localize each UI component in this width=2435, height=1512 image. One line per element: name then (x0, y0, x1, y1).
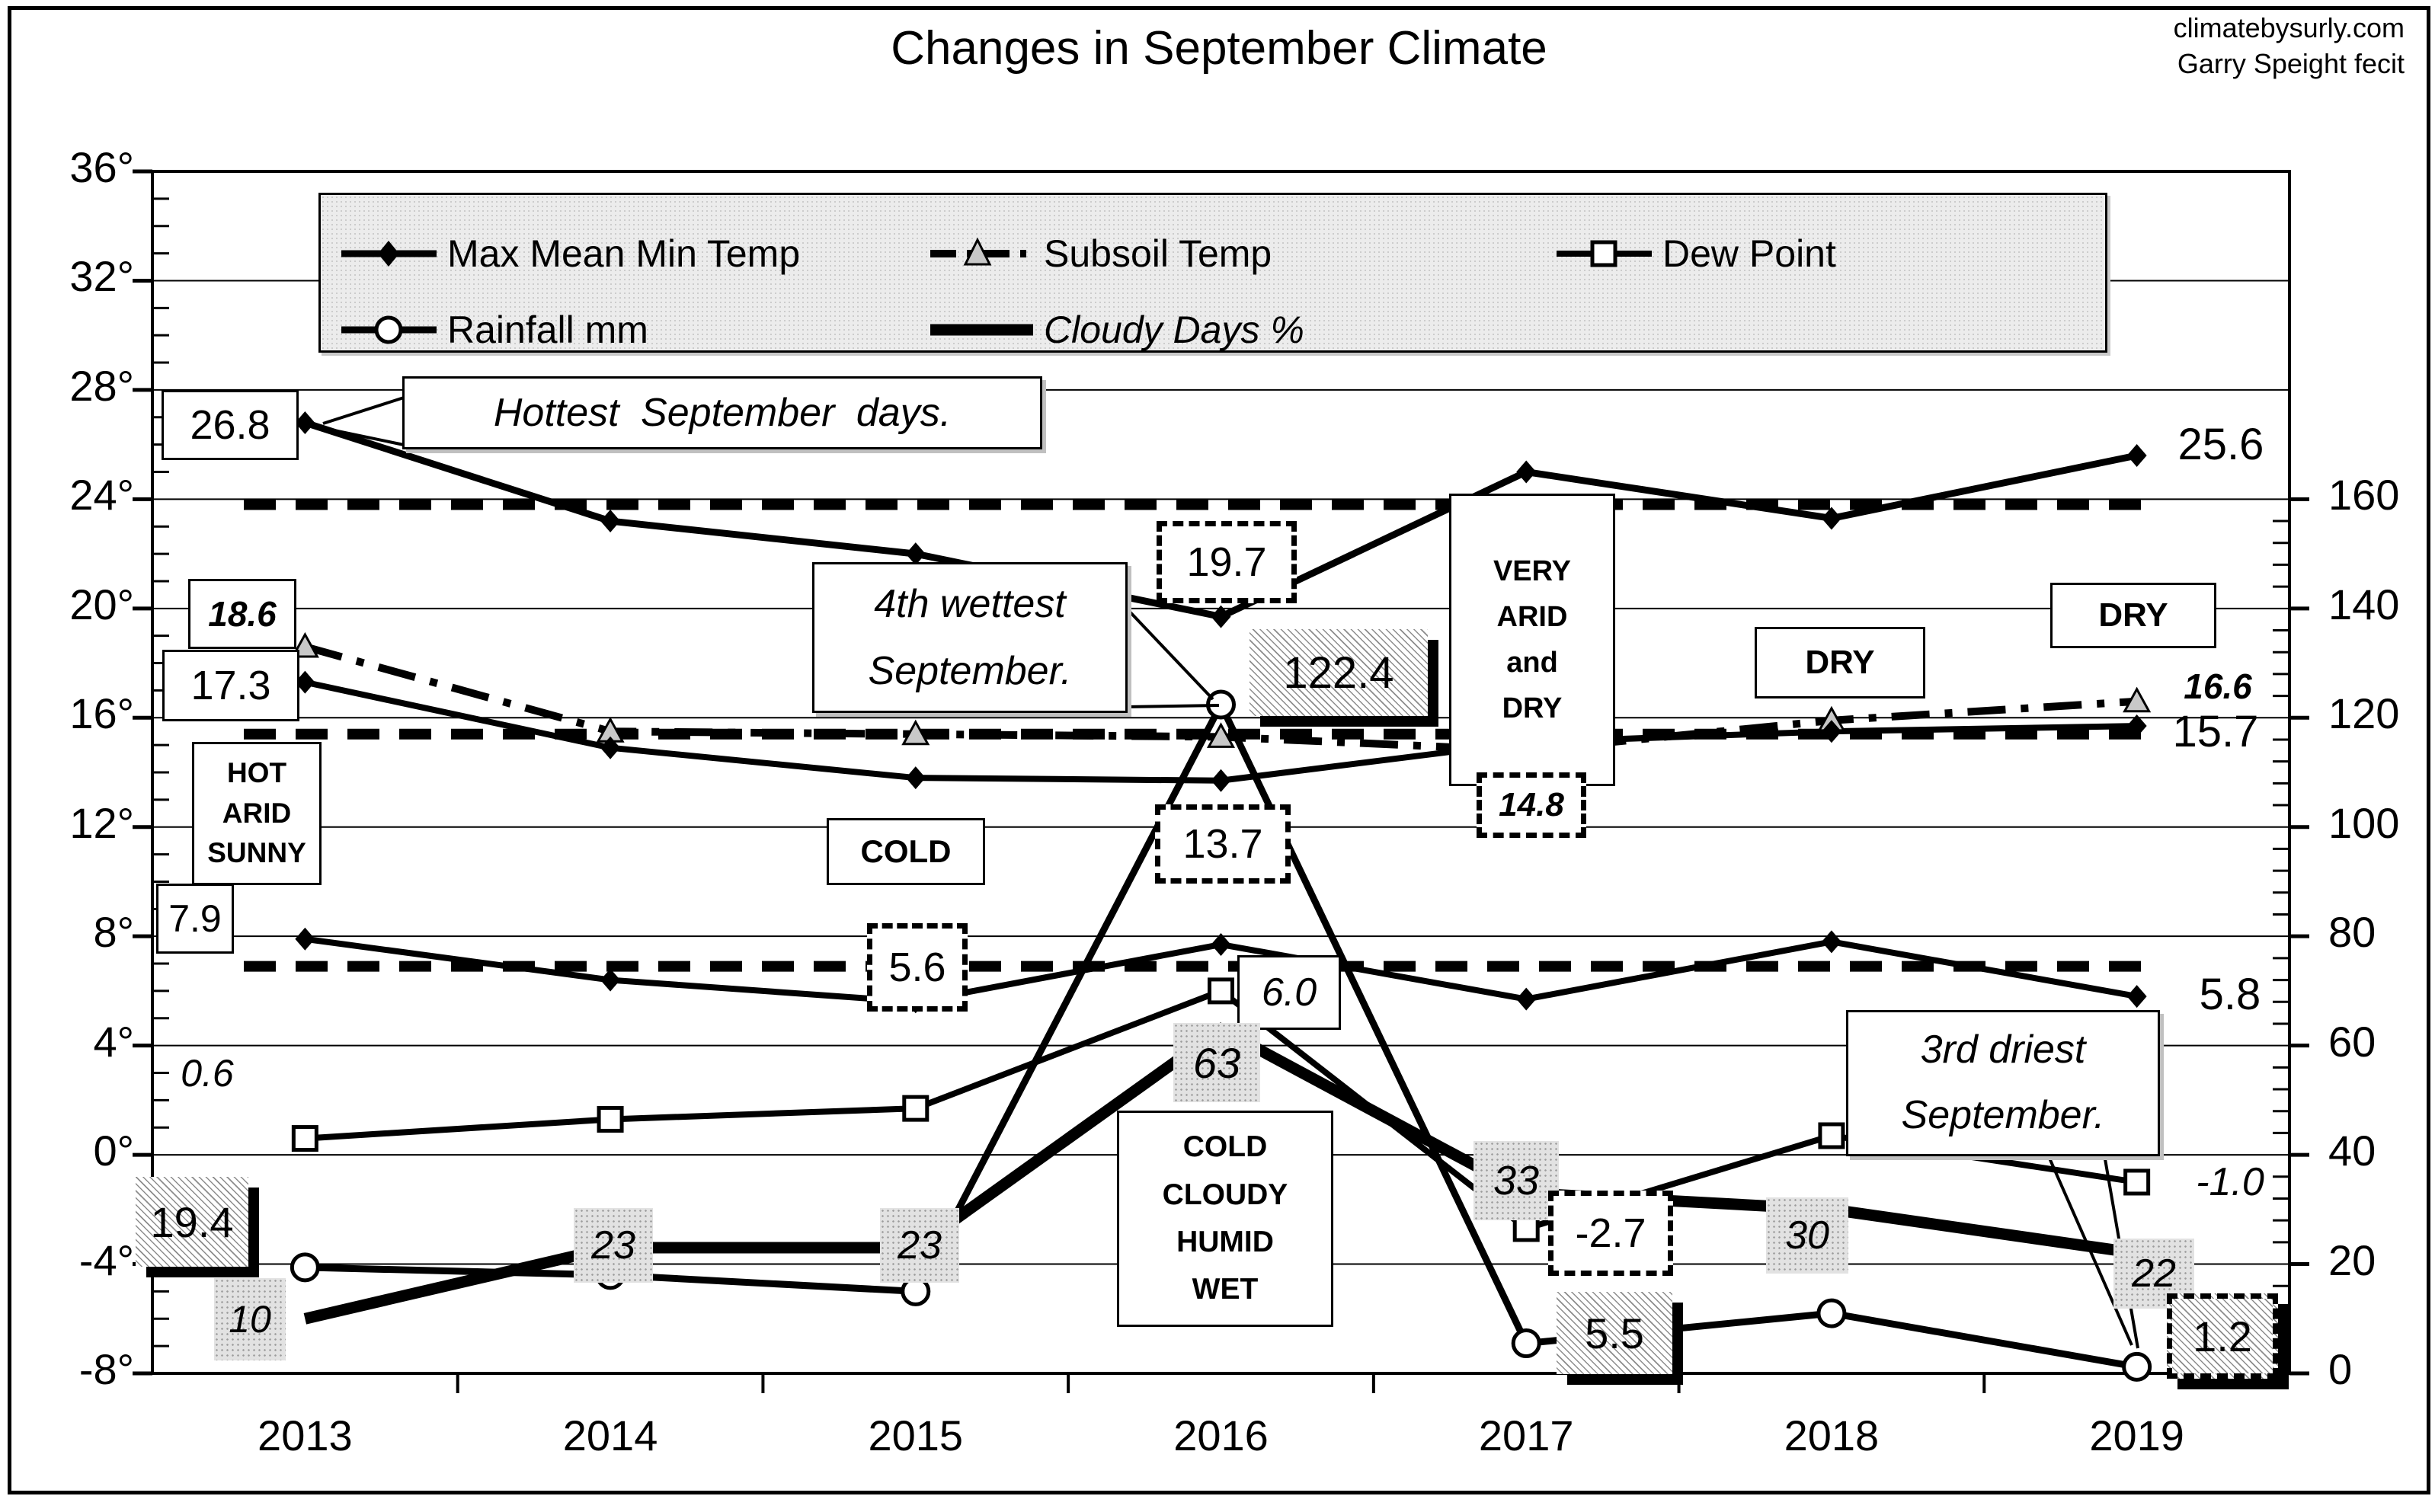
x-axis-year-label: 2017 (1478, 1411, 1574, 1459)
annotation-min-2013: 7.9 (156, 884, 234, 954)
left-axis-tick-label: 0° (93, 1127, 134, 1175)
callout-4th-wettest: 4th wettest September. (812, 562, 1128, 713)
x-axis-year-label: 2013 (258, 1411, 353, 1459)
legend-item-subsoil-temp: Subsoil Temp (930, 231, 1272, 277)
annotation-cloudy-2013: 10 (214, 1278, 286, 1360)
annotation-subsoil-2019: 16.6 (2184, 666, 2252, 706)
legend-item-rainfall: Rainfall mm (341, 307, 648, 353)
annotation-subsoil-2013: 18.6 (188, 579, 296, 649)
triangle-dashdot-line-icon (930, 237, 1033, 266)
annotation-rainfall-2013: 19.4 (136, 1177, 248, 1267)
annotation-mean-2016: 13.7 (1155, 804, 1291, 884)
right-axis-tick-label: 40 (2328, 1127, 2376, 1175)
page-title: Changes in September Climate (891, 22, 1547, 75)
annotation-subsoil-2017: 14.8 (1477, 772, 1586, 838)
right-axis-tick-label: 0 (2328, 1345, 2353, 1393)
left-axis-tick-label: 8° (93, 908, 134, 957)
legend-item-dew-point: Dew Point (1557, 231, 1836, 277)
annotation-very-arid-dry: VERY ARID and DRY (1449, 494, 1615, 786)
annotation-rainfall-2016: 122.4 (1249, 629, 1428, 716)
annotation-mean-2013: 17.3 (162, 650, 299, 721)
x-axis-year-label: 2019 (2089, 1411, 2184, 1459)
left-axis-tick-label: 24° (69, 471, 134, 519)
left-axis-tick-label: 20° (69, 580, 134, 628)
annotation-cloudy-2016: 63 (1173, 1023, 1260, 1102)
callout-hottest-september: Hottest September days. (402, 376, 1042, 449)
left-axis-tick-label: 28° (69, 361, 134, 410)
credit: climatebysurly.com Garry Speight fecit (2174, 11, 2405, 82)
legend-item-max-mean-min-temp: Max Mean Min Temp (341, 231, 800, 277)
annotation-cold: COLD (827, 818, 985, 885)
legend-item-cloudy-days: Cloudy Days % (930, 307, 1304, 353)
legend-label: Rainfall mm (447, 308, 648, 351)
annotation-cloudy-2014: 23 (574, 1208, 653, 1283)
callout-3rd-driest: 3rd driest September. (1846, 1010, 2160, 1156)
x-axis-year-label: 2015 (868, 1411, 964, 1459)
left-axis-tick-label: 12° (69, 798, 134, 847)
annotation-dry-2018: DRY (1755, 627, 1925, 698)
legend-label: Cloudy Days % (1044, 308, 1304, 351)
legend-label: Subsoil Temp (1044, 232, 1272, 275)
annotation-max-2019: 25.6 (2177, 419, 2264, 469)
left-axis-tick-label: 36° (69, 143, 134, 191)
annotation-dew-2019: -1.0 (2196, 1160, 2264, 1204)
left-axis-tick-label: 32° (69, 252, 134, 301)
x-axis-year-label: 2014 (562, 1411, 658, 1459)
annotation-hot-arid-sunny: HOT ARID SUNNY (192, 742, 322, 885)
credit-site: climatebysurly.com (2173, 12, 2405, 43)
right-axis-tick-label: 160 (2328, 471, 2400, 519)
left-axis-tick-label: 4° (93, 1017, 134, 1066)
annotation-rainfall-2019: 1.2 (2167, 1293, 2278, 1379)
right-axis-tick-label: 60 (2328, 1017, 2376, 1066)
right-axis-tick-label: 120 (2328, 689, 2400, 738)
right-axis-tick-label: 80 (2328, 908, 2376, 957)
thick-line-icon (930, 324, 1033, 336)
legend: Max Mean Min Temp Subsoil Temp Dew Point… (318, 193, 2107, 353)
diamond-line-icon (341, 241, 437, 267)
right-axis-tick-label: 20 (2328, 1235, 2376, 1284)
legend-label: Max Mean Min Temp (447, 232, 801, 275)
left-axis-tick-label: -8° (78, 1345, 134, 1393)
square-line-icon (1557, 240, 1652, 267)
right-axis-tick-label: 140 (2328, 580, 2400, 628)
credit-author: Garry Speight fecit (2177, 47, 2405, 79)
annotation-cold-cloudy-humid-wet: COLD CLOUDY HUMID WET (1117, 1111, 1333, 1327)
legend-label: Dew Point (1662, 232, 1836, 275)
annotation-min-2015: 5.6 (867, 923, 968, 1012)
annotation-max-2016: 19.7 (1157, 521, 1297, 603)
x-axis-year-label: 2018 (1784, 1411, 1880, 1459)
annotation-dew-2016: 6.0 (1237, 955, 1341, 1030)
annotation-rainfall-2017: 5.5 (1557, 1292, 1672, 1374)
annotation-dry-2019: DRY (2050, 583, 2216, 648)
page-border (8, 6, 2430, 1494)
annotation-mean-2019: 15.7 (2172, 706, 2259, 756)
right-axis-tick-label: 100 (2328, 798, 2400, 847)
annotation-min-2019: 5.8 (2199, 969, 2261, 1019)
annotation-dew-2013: 0.6 (181, 1052, 234, 1095)
left-axis-tick-label: -4° (78, 1235, 134, 1284)
circle-line-icon (341, 315, 437, 344)
annotation-dew-2017: -2.7 (1548, 1191, 1673, 1276)
annotation-cloudy-2015: 23 (880, 1208, 959, 1283)
x-axis-year-label: 2016 (1173, 1411, 1269, 1459)
annotation-max-2013: 26.8 (162, 390, 299, 460)
left-axis-tick-label: 16° (69, 689, 134, 738)
annotation-cloudy-2018: 30 (1766, 1197, 1848, 1274)
annotation-cloudy-2017: 33 (1473, 1141, 1559, 1220)
